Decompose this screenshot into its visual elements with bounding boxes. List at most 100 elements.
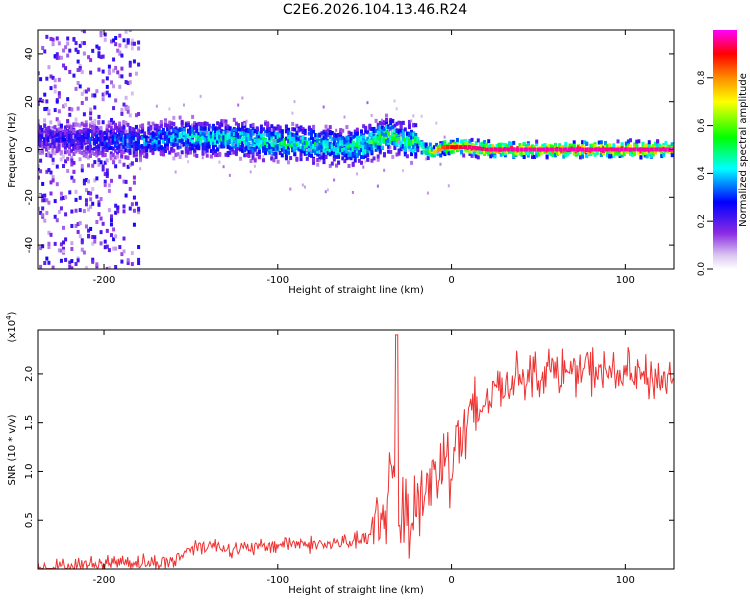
- spectrogram-cell: [57, 248, 61, 253]
- spectrogram-cell: [499, 144, 503, 149]
- spectrogram-cell: [153, 135, 157, 140]
- spectrogram-cell: [114, 35, 118, 40]
- spectrogram-cell: [84, 123, 88, 128]
- spectrogram-cell: [397, 136, 401, 141]
- spectrogram-cell: [97, 129, 101, 134]
- spectrogram-cell: [345, 135, 349, 140]
- spectrogram-cell: [564, 143, 568, 148]
- spectrogram-cell: [55, 128, 59, 133]
- spectrogram-cell: [264, 151, 268, 156]
- spectrogram-cell: [493, 154, 497, 159]
- spectrogram-cell: [353, 158, 357, 163]
- spectrogram-cell: [401, 129, 405, 134]
- spectrogram-cell: [109, 132, 113, 137]
- spectrogram-cell: [416, 148, 420, 153]
- spectrogram-cell: [107, 134, 111, 139]
- spectrogram-cell: [201, 150, 205, 155]
- spectrogram-cell: [531, 144, 535, 149]
- spectrogram-cell: [247, 132, 251, 137]
- spectrogram-cell: [268, 138, 272, 143]
- spectrogram-cell: [253, 164, 256, 168]
- spectrogram-cell: [138, 124, 142, 129]
- spectrogram-cell: [68, 142, 72, 147]
- spectrogram-cell: [141, 150, 145, 155]
- spectrogram-cell: [149, 126, 153, 131]
- spectrogram-cell: [305, 150, 309, 155]
- spectrogram-cell: [222, 119, 226, 124]
- spectrogram-cell: [334, 147, 338, 152]
- spectrogram-cell: [68, 69, 72, 74]
- spectrogram-cell: [528, 149, 532, 154]
- spectrogram-cell: [191, 123, 194, 127]
- spectrogram-cell: [82, 30, 86, 34]
- spectrogram-cell: [132, 135, 136, 140]
- spectrogram-cell: [159, 120, 163, 125]
- spectrogram-cell: [468, 139, 472, 144]
- spectrogram-cell: [280, 132, 284, 137]
- spectrogram-cell: [385, 120, 389, 125]
- spectrogram-cell: [309, 153, 313, 158]
- spectrogram-cell: [103, 37, 107, 42]
- spectrogram-cell: [656, 143, 660, 148]
- spectrogram-cell: [472, 149, 476, 154]
- spectrogram-cell: [228, 140, 232, 145]
- spectrogram-cell: [97, 144, 101, 149]
- spectrogram-cell: [383, 168, 386, 172]
- spectrogram-cell: [41, 213, 45, 218]
- spectrogram-cell: [572, 151, 576, 156]
- spectrogram-cell: [38, 143, 42, 148]
- spectrogram-cell: [247, 141, 251, 146]
- spectrogram-cell: [374, 143, 378, 148]
- spectrogram-cell: [145, 142, 149, 147]
- spectrogram-cell: [393, 123, 397, 128]
- spectrogram-cell: [214, 135, 218, 140]
- spectrogram-cell: [372, 141, 376, 146]
- spectrogram-cell: [410, 132, 414, 137]
- spectrogram-cell: [385, 130, 389, 135]
- spectrogram-cell: [195, 128, 199, 133]
- spectrogram-cell: [437, 144, 441, 149]
- spectrogram-cell: [314, 137, 317, 141]
- spectrogram-cell: [651, 144, 655, 149]
- spectrogram-cell: [474, 141, 478, 146]
- spectrogram-cell: [656, 139, 660, 144]
- spectrogram-cell: [612, 153, 616, 158]
- spectrogram-ridge-cell: [506, 147, 511, 152]
- spectrogram-cell: [549, 144, 553, 149]
- spectrogram-cell: [262, 154, 265, 158]
- spectrogram-cell: [113, 122, 117, 127]
- spectrogram-cell: [189, 138, 193, 143]
- spectrogram-cell: [105, 76, 109, 81]
- spectrogram-cell: [93, 151, 97, 156]
- spectrogram-cell: [103, 136, 107, 141]
- spectrogram-cell: [351, 144, 355, 149]
- spectrogram-cell: [59, 196, 63, 201]
- spectrogram-cell: [468, 149, 472, 154]
- spectrogram-cell: [324, 142, 328, 147]
- spectrogram-cell: [101, 137, 105, 142]
- spectrogram-ridge-cell: [567, 147, 572, 152]
- spectrogram-cell: [424, 157, 427, 161]
- y-tick-label: 0.5: [24, 512, 35, 528]
- spectrogram-cell: [403, 152, 407, 157]
- spectrogram-cell: [159, 133, 163, 138]
- spectrogram-cell: [403, 141, 407, 146]
- x-tick-label: 0: [448, 575, 454, 586]
- spectrogram-cell: [397, 120, 401, 125]
- spectrogram-cell: [78, 63, 82, 68]
- spectrogram-cell: [195, 122, 199, 127]
- spectrogram-cell: [51, 175, 55, 180]
- spectrogram-cell: [49, 132, 53, 137]
- spectrogram-cell: [362, 144, 366, 149]
- spectrogram-cell: [112, 227, 116, 232]
- spectrogram-cell: [80, 238, 84, 243]
- spectrogram-cell: [149, 132, 153, 137]
- spectrogram-cell: [45, 106, 49, 111]
- spectrogram-cell: [45, 131, 49, 136]
- spectrogram-cell: [253, 129, 257, 134]
- spectrogram-cell: [328, 125, 332, 130]
- spectrogram-cell: [84, 146, 88, 151]
- spectrogram-ridge-cell: [437, 147, 442, 152]
- spectrogram-cell: [62, 164, 66, 169]
